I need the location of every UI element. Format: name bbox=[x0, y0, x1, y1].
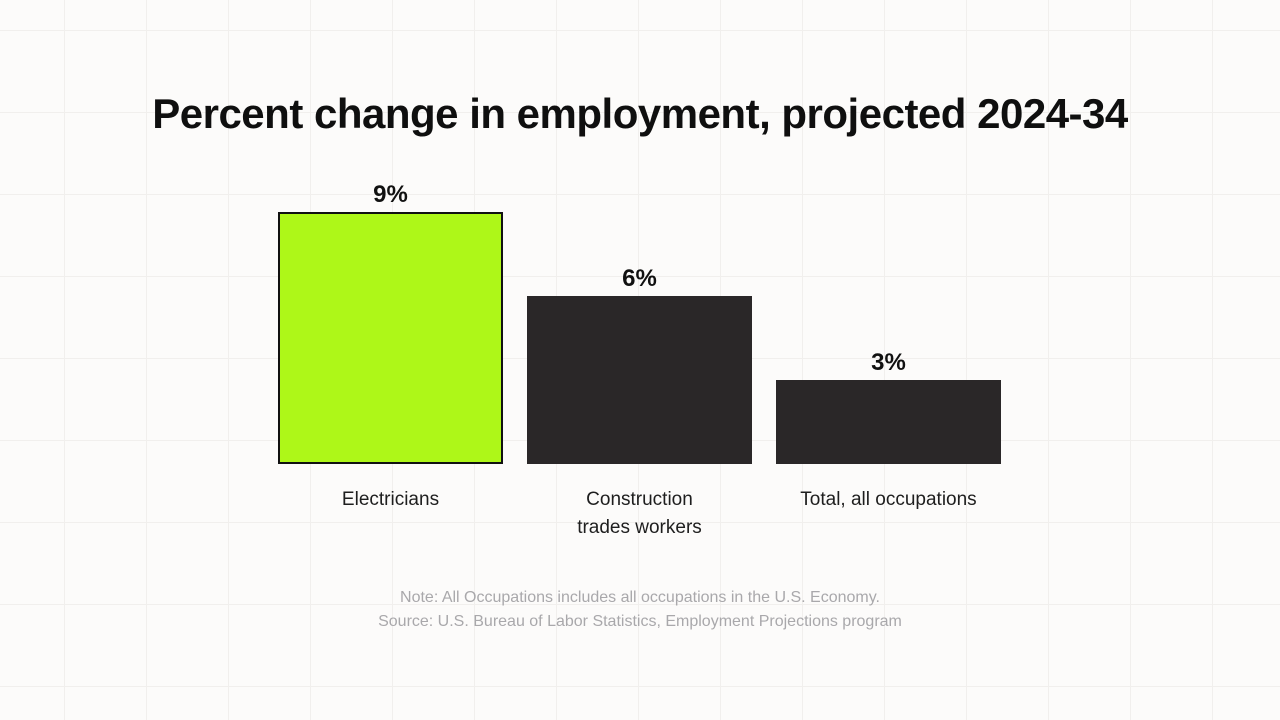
category-label-electricians: Electricians bbox=[341, 489, 440, 510]
bar-electricians bbox=[278, 212, 503, 464]
category-label-construction-trades: Construction trades workers bbox=[577, 489, 702, 538]
note-line: Note: All Occupations includes all occup… bbox=[400, 589, 880, 606]
bar-column-electricians: 9% bbox=[278, 183, 503, 464]
category-axis: Electricians Construction trades workers… bbox=[278, 486, 1001, 541]
chart-title: Percent change in employment, projected … bbox=[152, 90, 1128, 137]
bar-chart: 9% 6% 3% bbox=[278, 183, 1001, 464]
bar-column-construction-trades: 6% bbox=[527, 267, 752, 464]
bar-construction-trades bbox=[527, 296, 752, 464]
value-label-total-all-occupations: 3% bbox=[871, 349, 906, 376]
category-label-total-all-occupations: Total, all occupations bbox=[800, 489, 977, 510]
value-label-construction-trades: 6% bbox=[622, 265, 657, 292]
bar-column-total-all-occupations: 3% bbox=[776, 351, 1001, 464]
source-line: Source: U.S. Bureau of Labor Statistics,… bbox=[378, 613, 902, 630]
value-label-electricians: 9% bbox=[373, 181, 408, 208]
bar-total-all-occupations bbox=[776, 380, 1001, 464]
footnote-block: Note: All Occupations includes all occup… bbox=[0, 586, 1280, 634]
